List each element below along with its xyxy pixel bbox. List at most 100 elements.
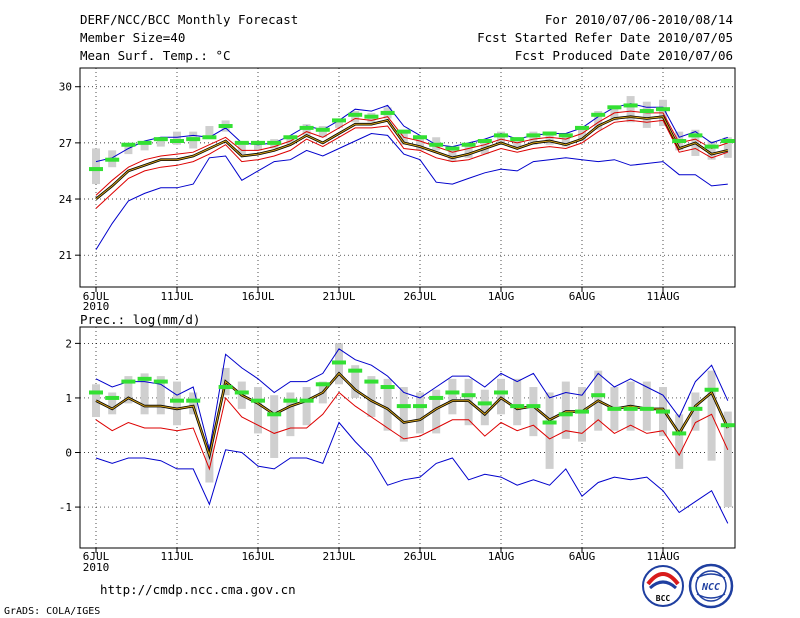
- spread-box: [351, 365, 360, 398]
- observed-marker: [234, 390, 249, 395]
- spread-box: [707, 370, 716, 461]
- spread-box: [156, 376, 165, 415]
- x-tick-label: 26JUL: [403, 550, 436, 563]
- observed-marker: [121, 379, 136, 384]
- observed-marker: [186, 137, 201, 142]
- observed-marker: [607, 406, 622, 411]
- series-line-lower-red: [95, 391, 729, 471]
- spread-box: [416, 135, 424, 151]
- y-tick-label: -1: [59, 501, 72, 514]
- series-line-upper-red: [95, 110, 728, 196]
- observed-marker: [720, 423, 735, 428]
- spread-box: [92, 384, 100, 418]
- spread-box: [92, 148, 100, 185]
- observed-marker: [283, 135, 298, 140]
- spread-box: [286, 392, 295, 437]
- observed-marker: [704, 144, 719, 149]
- observed-marker: [364, 114, 379, 119]
- spread-box: [578, 387, 586, 442]
- observed-marker: [639, 109, 654, 114]
- observed-marker: [720, 139, 735, 143]
- x-tick-label: 6AUG: [569, 290, 596, 303]
- observed-marker: [413, 135, 427, 140]
- x-tick-label: 1AUG: [488, 290, 515, 303]
- spread-box: [124, 144, 133, 155]
- observed-marker: [639, 406, 654, 411]
- spread-box: [399, 387, 408, 442]
- observed-marker: [510, 137, 525, 142]
- spread-box: [270, 395, 279, 458]
- spread-box: [124, 376, 133, 404]
- spread-box: [707, 141, 716, 160]
- observed-marker: [186, 398, 201, 403]
- spread-box: [529, 131, 538, 145]
- observed-marker: [558, 412, 573, 417]
- observed-marker: [332, 118, 346, 123]
- spread-box: [594, 111, 603, 130]
- x-tick-label: 11AUG: [646, 290, 679, 303]
- observed-marker: [656, 107, 670, 112]
- observed-marker: [153, 379, 168, 384]
- x-tick-label: 6JUL: [83, 550, 110, 563]
- observed-marker: [105, 395, 120, 400]
- observed-marker: [218, 124, 233, 129]
- observed-marker: [688, 133, 703, 138]
- spread-box: [513, 378, 522, 426]
- observed-marker: [461, 142, 476, 147]
- observed-marker: [575, 409, 589, 414]
- spread-box: [156, 139, 165, 147]
- observed-marker: [542, 420, 557, 425]
- observed-marker: [575, 125, 589, 130]
- x-tick-label: 26JUL: [403, 290, 436, 303]
- spread-box: [723, 411, 732, 508]
- spread-box: [335, 118, 343, 128]
- spread-box: [254, 142, 262, 151]
- y-tick-label: 24: [59, 193, 73, 206]
- series-line-upper-blue: [95, 103, 728, 163]
- observed-marker: [623, 406, 638, 411]
- bcc-logo-text: BCC: [656, 594, 671, 603]
- observed-marker: [558, 133, 573, 138]
- observed-marker: [477, 139, 492, 143]
- y-tick-label: 0: [65, 447, 72, 460]
- observed-marker: [348, 112, 363, 117]
- spread-box: [561, 381, 570, 439]
- x-tick-label: 11AUG: [646, 550, 679, 563]
- spread-box: [173, 131, 181, 145]
- observed-marker: [299, 125, 314, 130]
- observed-marker: [332, 360, 346, 365]
- x-tick-label: 16JUL: [241, 550, 274, 563]
- observed-marker: [299, 398, 314, 403]
- observed-marker: [364, 379, 379, 384]
- x-tick-label: 16JUL: [241, 290, 274, 303]
- observed-marker: [429, 395, 444, 400]
- series-line-mean-black: [95, 115, 729, 201]
- observed-marker: [105, 157, 120, 162]
- observed-marker: [494, 133, 508, 138]
- spread-box: [205, 444, 214, 483]
- member-size: Member Size=40: [80, 30, 185, 45]
- observed-marker: [656, 409, 670, 414]
- start-ref-date: Fcst Started Refer Date 2010/07/05: [477, 30, 733, 45]
- precip-panel-title: Prec.: log(mm/d): [80, 312, 200, 327]
- observed-marker: [510, 404, 525, 409]
- spread-box: [561, 133, 570, 147]
- observed-marker: [283, 398, 298, 403]
- spread-box: [302, 387, 311, 426]
- observed-marker: [526, 133, 541, 138]
- spread-box: [723, 137, 732, 158]
- observed-marker: [413, 404, 427, 409]
- x-tick-label: 21JUL: [322, 550, 355, 563]
- spread-box: [448, 378, 457, 415]
- observed-marker: [251, 398, 265, 403]
- spread-box: [545, 131, 554, 145]
- observed-marker: [267, 140, 282, 145]
- observed-marker: [477, 401, 492, 406]
- forecast-period: For 2010/07/06-2010/08/14: [545, 12, 733, 27]
- spread-box: [108, 392, 117, 415]
- footer-url: http://cmdp.ncc.cma.gov.cn: [100, 582, 296, 597]
- observed-marker: [137, 376, 152, 381]
- observed-marker: [445, 146, 460, 151]
